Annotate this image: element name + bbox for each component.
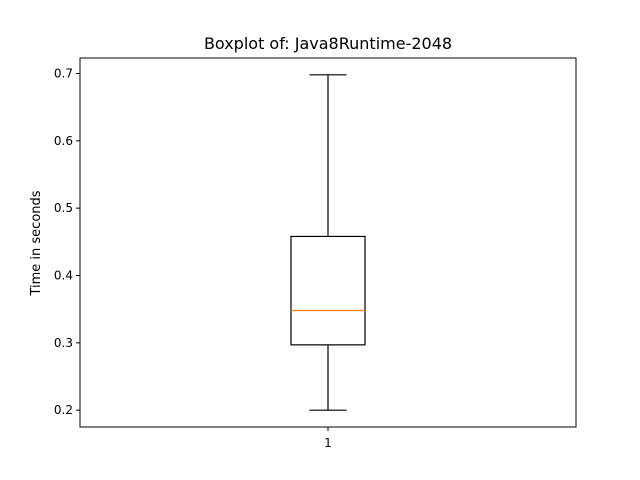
y-tick-label: 0.3	[54, 336, 73, 350]
y-tick-label: 0.2	[54, 403, 73, 417]
y-tick-label: 0.6	[54, 134, 73, 148]
y-tick-label: 0.5	[54, 201, 73, 215]
x-axis: 1	[324, 427, 332, 450]
y-axis: 0.2 0.3 0.4 0.5 0.6 0.7	[54, 66, 80, 417]
box-series	[290, 74, 366, 411]
y-tick-label: 0.4	[54, 268, 73, 282]
y-tick-label: 0.7	[54, 66, 73, 80]
interquartile-box	[290, 235, 366, 346]
y-axis-label: Time in seconds	[29, 190, 44, 296]
chart-title: Boxplot of: Java8Runtime-2048	[204, 34, 452, 53]
x-tick-label: 1	[324, 436, 332, 450]
